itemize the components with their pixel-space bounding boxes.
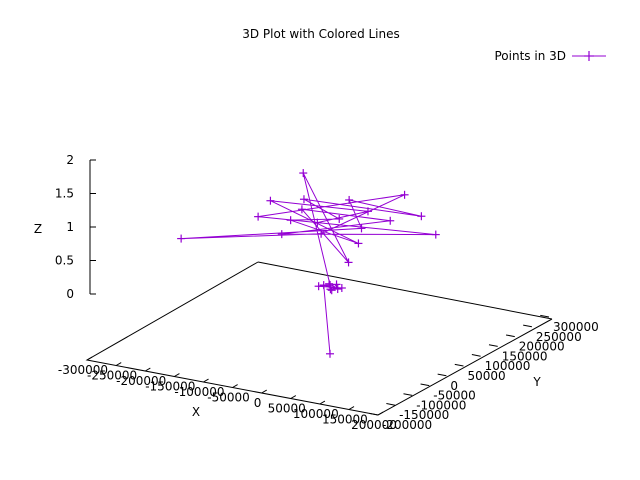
y-tick-label: -100000 (416, 398, 466, 412)
z-tick-label: 0 (66, 287, 74, 301)
y-tick-mark (403, 393, 413, 396)
y-tick-label: 150000 (502, 349, 548, 363)
y-tick-mark (437, 373, 447, 377)
x-tick-mark (174, 373, 180, 377)
legend-label: Points in 3D (495, 49, 567, 63)
y-tick-mark (369, 412, 379, 416)
data-point (299, 169, 308, 178)
z-tick-label: 1.5 (55, 187, 74, 201)
data-point (357, 224, 366, 233)
y-tick-label: 0 (450, 379, 458, 393)
chart-title: 3D Plot with Colored Lines (242, 27, 400, 41)
y-tick-mark (523, 324, 532, 328)
x-tick-mark (232, 384, 238, 388)
data-point (386, 216, 395, 225)
x-tick-label: 50000 (268, 402, 306, 416)
data-point (332, 280, 341, 289)
z-axis-ticks: 0 0.5 1 1.5 2 (55, 153, 96, 301)
x-tick-mark (377, 411, 384, 416)
data-point (354, 239, 363, 248)
y-tick-mark (386, 403, 396, 406)
data-point (363, 207, 372, 216)
x-tick-label: 150000 (322, 413, 368, 427)
data-point (277, 230, 286, 239)
data-point (326, 280, 335, 289)
data-point (313, 218, 322, 227)
x-tick-label: 100000 (293, 407, 339, 421)
x-tick-mark (261, 389, 267, 394)
z-axis-label: Z (34, 222, 42, 236)
data-point (327, 286, 336, 295)
x-tick-label: -250000 (87, 369, 137, 383)
data-point (325, 279, 334, 288)
y-tick-label: -150000 (399, 408, 449, 422)
data-point (177, 234, 186, 243)
base-plane-back-edge (257, 261, 553, 320)
z-tick-label: 1 (66, 220, 74, 234)
x-tick-mark (203, 378, 209, 383)
data-point (417, 212, 426, 221)
x-tick-mark (290, 395, 297, 399)
data-point (266, 196, 275, 205)
x-tick-mark (115, 362, 122, 366)
x-tick-label: -300000 (58, 363, 108, 377)
y-tick-mark (488, 344, 498, 347)
data-point (254, 212, 263, 221)
x-tick-label: 200000 (351, 418, 397, 432)
x-tick-mark (144, 367, 151, 372)
data-point (333, 285, 342, 294)
data-point (314, 282, 323, 291)
y-axis-label: Y (532, 375, 541, 389)
data-point (317, 229, 326, 238)
legend: Points in 3D (495, 49, 606, 63)
data-point (344, 258, 353, 267)
data-point (299, 195, 308, 204)
y-tick-label: 50000 (468, 369, 506, 383)
x-tick-mark (86, 356, 93, 361)
data-point (431, 230, 440, 239)
y-tick-label: 250000 (536, 330, 582, 344)
x-tick-label: -200000 (116, 374, 166, 388)
x-tick-mark (319, 400, 326, 405)
z-tick-label: 2 (66, 153, 74, 167)
data-point (400, 190, 409, 199)
x-tick-label: 0 (254, 396, 262, 410)
x-axis-label: X (192, 405, 200, 419)
x-tick-label: -100000 (174, 385, 224, 399)
y-tick-label: -50000 (433, 389, 476, 403)
series-line (181, 172, 436, 354)
z-tick-label: 0.5 (55, 254, 74, 268)
data-point (337, 283, 346, 292)
x-tick-label: -150000 (145, 380, 195, 394)
data-point (286, 216, 295, 225)
y-tick-label: -200000 (382, 418, 432, 432)
y-tick-label: 200000 (519, 340, 565, 354)
y-tick-mark (471, 354, 481, 357)
x-tick-label: -50000 (207, 391, 250, 405)
y-tick-mark (454, 363, 464, 367)
y-tick-mark (505, 334, 515, 338)
data-point (345, 195, 354, 204)
data-point (335, 214, 344, 223)
y-tick-mark (540, 314, 550, 318)
x-axis-ticks: -300000-250000-200000-150000-100000-5000… (58, 356, 397, 432)
x-tick-mark (348, 406, 355, 410)
data-point (297, 205, 306, 214)
data-point (326, 349, 334, 358)
y-tick-label: 100000 (485, 359, 531, 373)
series-points-in-3d (177, 169, 440, 358)
y-tick-label: 300000 (553, 320, 599, 334)
y-tick-mark (420, 383, 430, 387)
